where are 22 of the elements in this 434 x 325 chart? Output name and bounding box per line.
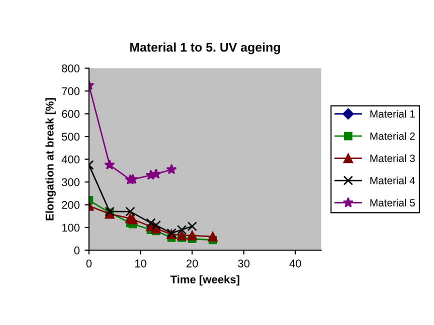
y-tick-label: 200 [62,201,80,209]
x-axis-title: Time [weeks] [170,275,240,286]
x-tick-label: 20 [186,260,198,268]
y-axis-title: Elongation at break [%] [45,98,56,220]
y-tick-label: 800 [62,64,80,72]
y-tick-label: 400 [62,156,80,164]
y-tick-label: 600 [62,110,80,118]
y-tick-label: 100 [62,224,80,232]
x-tick-label: 30 [238,260,250,268]
legend-label: Material 1 [370,110,415,118]
legend-label: Material 2 [370,132,415,140]
chart-title: Material 1 to 5. UV ageing [130,42,280,54]
y-tick-label: 0 [74,246,80,254]
legend-label: Material 3 [370,154,415,162]
legend-label: Material 5 [370,198,415,206]
x-tick-label: 10 [135,260,146,268]
y-tick-label: 300 [62,178,80,186]
y-tick-label: 500 [62,132,80,141]
x-tick-label: 0 [86,260,92,268]
legend-label: Material 4 [370,176,415,184]
x-tick-label: 40 [289,260,302,268]
y-tick-label: 700 [62,87,80,96]
